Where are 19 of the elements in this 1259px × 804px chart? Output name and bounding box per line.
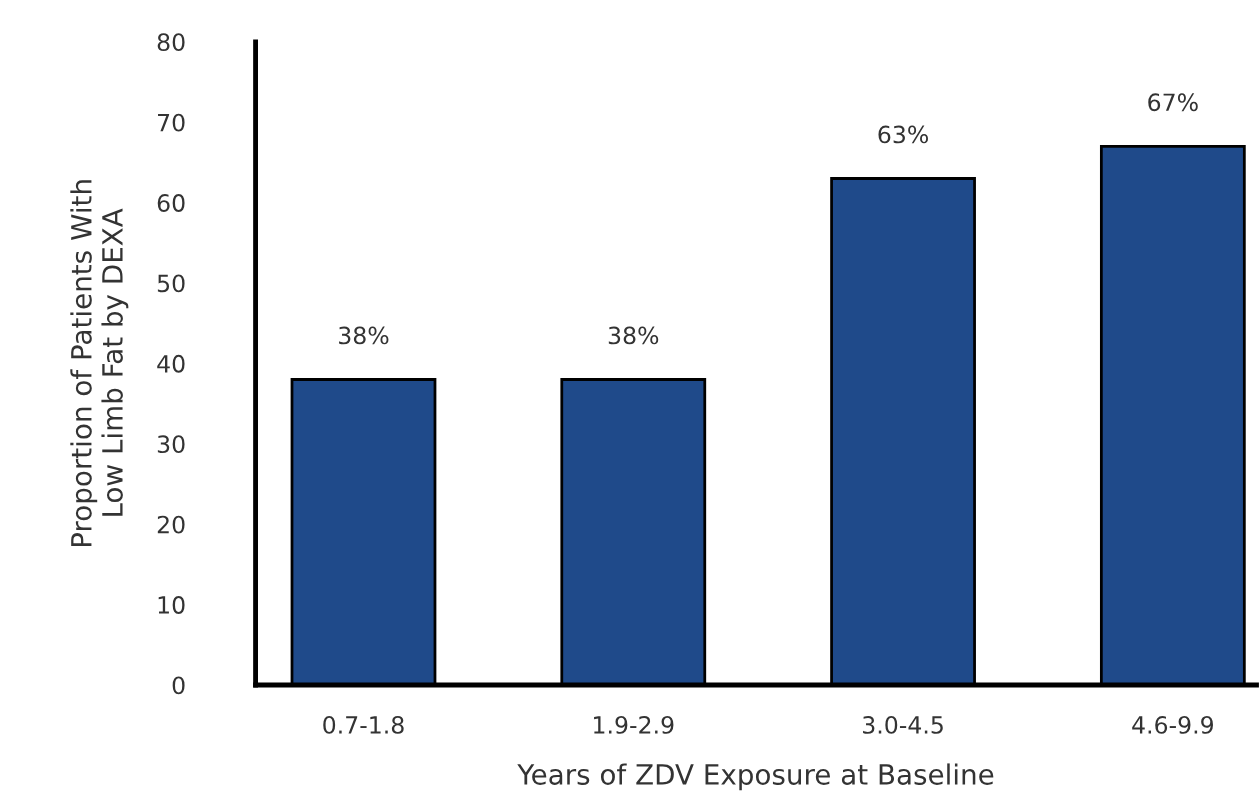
y-tick-label: 0 bbox=[172, 676, 185, 695]
y-tick-label: 70 bbox=[158, 113, 185, 132]
x-tick-label: 3.0-4.5 bbox=[863, 715, 943, 734]
y-tick-label: 50 bbox=[157, 274, 185, 293]
y-tick-label: 60 bbox=[157, 194, 185, 212]
y-tick-label: 40 bbox=[157, 354, 185, 373]
data-label: 63% bbox=[878, 125, 928, 144]
y-tick-label: 80 bbox=[157, 33, 185, 52]
data-label: 38% bbox=[339, 326, 389, 345]
x-tick-label: 1.9-2.9 bbox=[594, 715, 674, 734]
y-tick-label: 10 bbox=[158, 596, 185, 614]
x-tick-label: 4.6-9.9 bbox=[1132, 715, 1213, 734]
data-label: 67% bbox=[1148, 93, 1198, 112]
x-axis-title: Years of ZDV Exposure at Baseline bbox=[517, 763, 994, 791]
y-tick-label: 20 bbox=[157, 515, 185, 534]
data-label: 38% bbox=[608, 326, 659, 345]
y-axis-title: Proportion of Patients With Low Limb Fat by DEXA bbox=[70, 180, 129, 547]
x-tick-label: 0.7-1.8 bbox=[323, 715, 404, 734]
y-tick-label: 30 bbox=[157, 435, 185, 454]
